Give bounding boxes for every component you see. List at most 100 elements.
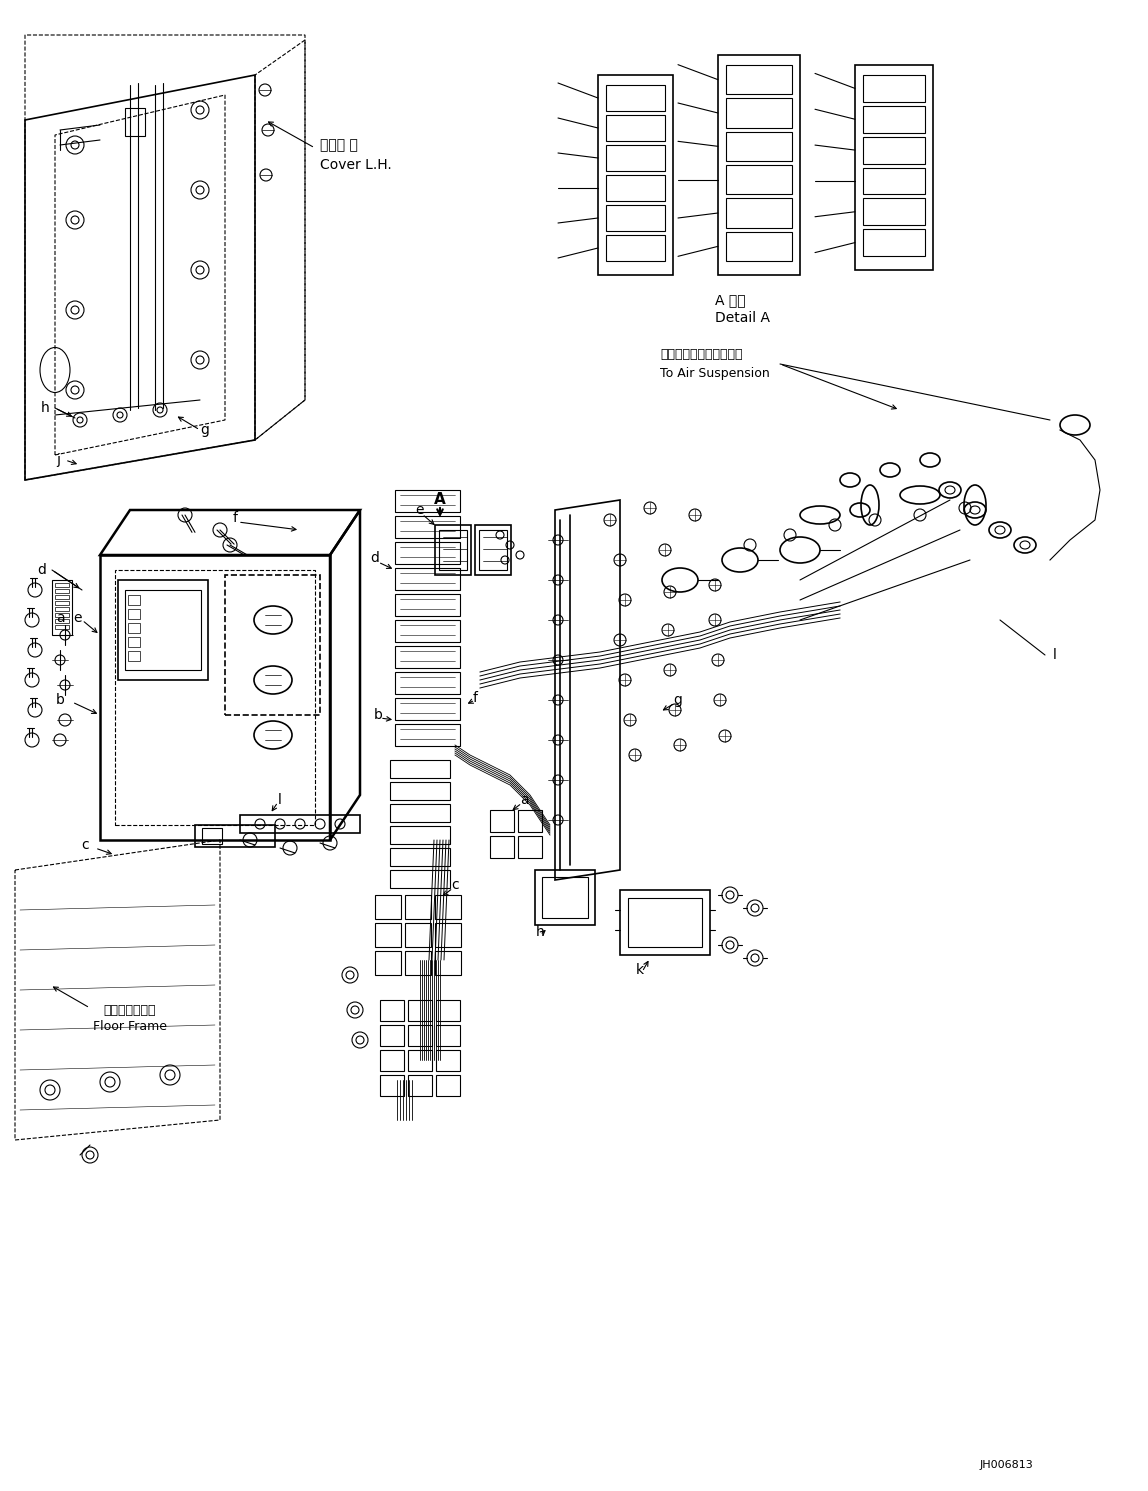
Bar xyxy=(490,836,514,857)
Bar xyxy=(535,871,595,924)
Bar xyxy=(225,576,320,716)
Bar xyxy=(726,98,792,128)
Bar xyxy=(405,951,430,975)
Text: h: h xyxy=(40,401,49,414)
Bar xyxy=(435,895,461,918)
Bar xyxy=(52,580,72,635)
Bar xyxy=(408,1024,432,1047)
Bar xyxy=(479,529,507,570)
Text: a: a xyxy=(56,611,64,625)
Text: e: e xyxy=(416,502,425,517)
Bar xyxy=(390,760,450,778)
Bar xyxy=(395,568,460,590)
Text: j: j xyxy=(56,453,60,467)
Bar xyxy=(55,613,69,617)
Bar xyxy=(606,85,665,110)
Bar xyxy=(127,595,140,605)
Text: To Air Suspension: To Air Suspension xyxy=(660,367,770,380)
Bar xyxy=(855,66,933,270)
Bar xyxy=(127,608,140,619)
Bar xyxy=(408,1075,432,1096)
Bar xyxy=(863,198,925,225)
Bar xyxy=(375,951,401,975)
Bar xyxy=(620,890,709,956)
Text: f: f xyxy=(233,511,238,525)
Bar xyxy=(435,923,461,947)
Bar xyxy=(518,810,542,832)
Bar xyxy=(55,607,69,611)
Bar xyxy=(606,115,665,142)
Bar xyxy=(435,525,471,576)
Text: h: h xyxy=(536,924,544,939)
Bar xyxy=(195,825,276,847)
Bar xyxy=(55,625,69,629)
Bar xyxy=(436,1050,460,1071)
Text: a: a xyxy=(520,793,528,807)
Bar xyxy=(125,590,201,669)
Bar xyxy=(435,951,461,975)
Text: c: c xyxy=(451,878,459,892)
Bar xyxy=(726,198,792,228)
Text: b: b xyxy=(373,708,382,722)
Bar xyxy=(726,131,792,161)
Bar xyxy=(598,75,673,274)
Text: Detail A: Detail A xyxy=(715,312,770,325)
Bar xyxy=(380,1000,404,1021)
Text: k: k xyxy=(636,963,644,977)
Bar xyxy=(395,543,460,564)
Bar xyxy=(395,593,460,616)
Text: b: b xyxy=(55,693,64,707)
Bar xyxy=(375,895,401,918)
Bar xyxy=(726,166,792,194)
Bar xyxy=(55,601,69,605)
Bar xyxy=(628,898,701,947)
Text: d: d xyxy=(38,564,46,577)
Bar xyxy=(375,923,401,947)
Bar xyxy=(606,236,665,261)
Bar xyxy=(240,816,360,833)
Bar xyxy=(395,491,460,511)
Bar xyxy=(405,923,430,947)
Text: l: l xyxy=(278,793,282,807)
Bar xyxy=(395,672,460,693)
Bar xyxy=(395,698,460,720)
Bar xyxy=(436,1000,460,1021)
Bar xyxy=(390,848,450,866)
Bar xyxy=(726,66,792,94)
Text: c: c xyxy=(82,838,88,851)
Bar xyxy=(390,871,450,889)
Bar xyxy=(863,167,925,194)
Bar xyxy=(115,570,315,825)
Text: A: A xyxy=(434,492,445,507)
Text: A 詳細: A 詳細 xyxy=(715,294,745,307)
Bar xyxy=(395,516,460,538)
Bar xyxy=(55,583,69,587)
Bar xyxy=(390,781,450,801)
Text: l: l xyxy=(1053,649,1057,662)
Bar xyxy=(55,619,69,623)
Bar xyxy=(395,620,460,643)
Bar xyxy=(518,836,542,857)
Bar xyxy=(542,877,588,918)
Text: e: e xyxy=(73,611,83,625)
Text: f: f xyxy=(473,690,478,705)
Bar xyxy=(408,1000,432,1021)
Bar xyxy=(380,1024,404,1047)
Text: フロアフレーム: フロアフレーム xyxy=(103,1003,156,1017)
Bar xyxy=(436,1024,460,1047)
Bar xyxy=(475,525,511,576)
Bar xyxy=(718,55,800,274)
Bar xyxy=(606,145,665,171)
Bar xyxy=(390,826,450,844)
Text: Floor Frame: Floor Frame xyxy=(93,1020,166,1032)
Bar xyxy=(439,529,467,570)
Bar xyxy=(125,107,145,136)
Bar xyxy=(202,828,222,844)
Text: エアーサスペンションへ: エアーサスペンションへ xyxy=(660,349,743,361)
Text: g: g xyxy=(201,423,209,437)
Text: Cover L.H.: Cover L.H. xyxy=(320,158,391,171)
Text: カバー 左: カバー 左 xyxy=(320,139,358,152)
Bar xyxy=(490,810,514,832)
Bar xyxy=(863,75,925,101)
Bar xyxy=(606,174,665,201)
